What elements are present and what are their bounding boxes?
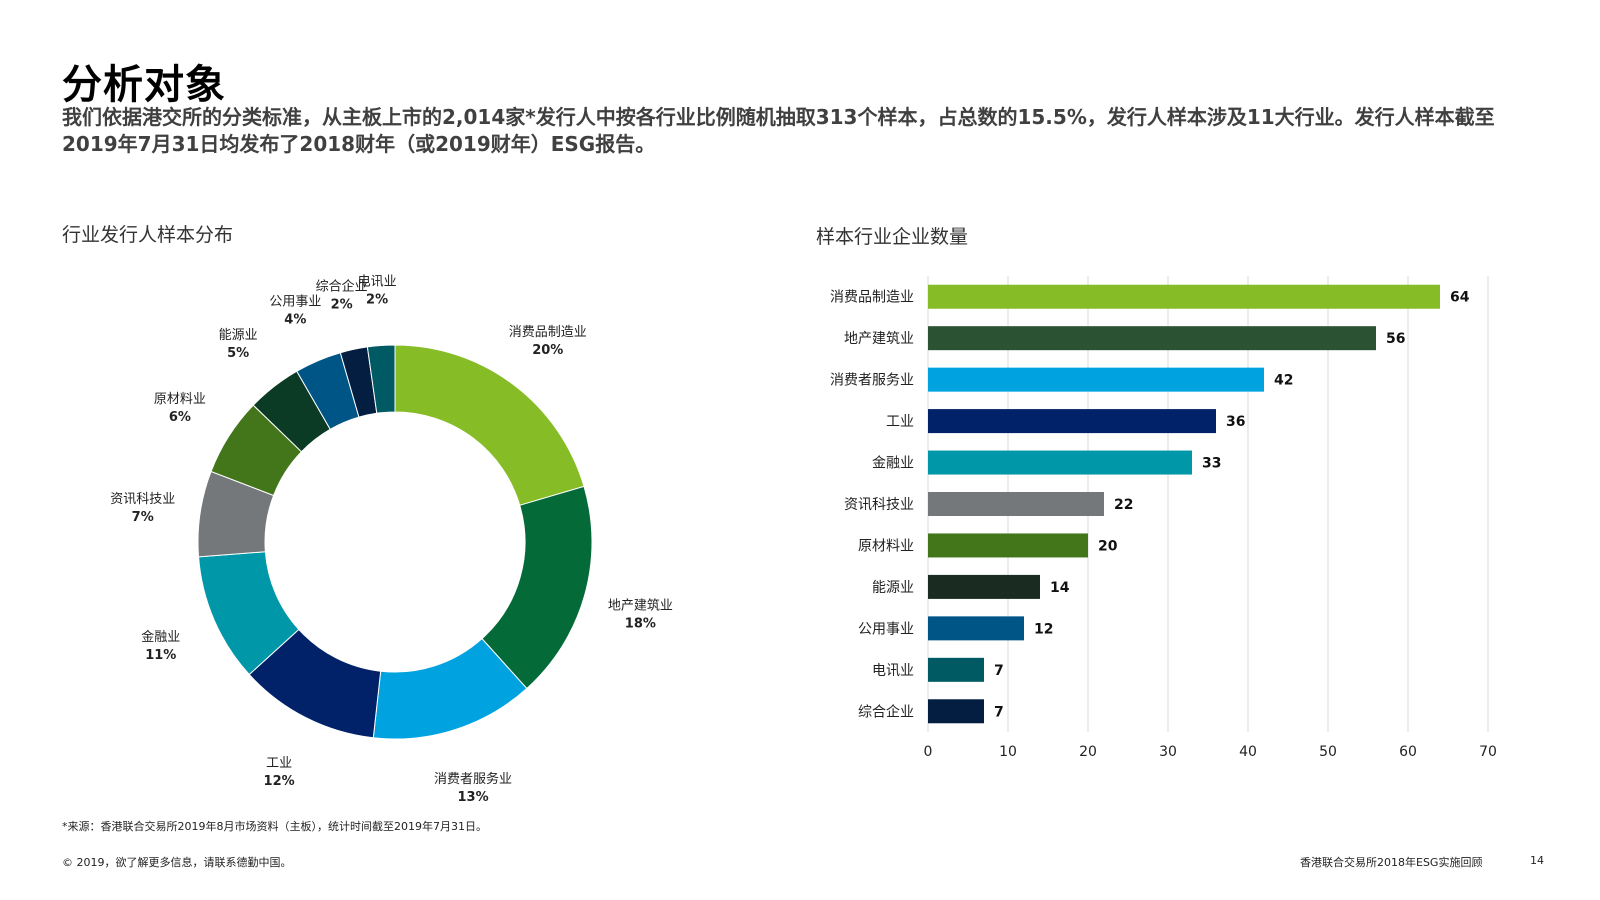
intro-text: 我们依据港交所的分类标准，从主板上市的2,014家*发行人中按各行业比例随机抽取…: [62, 105, 1495, 156]
category-label: 地产建筑业: [844, 331, 914, 347]
slice-percent: 4%: [284, 312, 306, 327]
bar-chart-title: 样本行业企业数量: [816, 226, 969, 248]
page-title: 分析对象: [62, 62, 226, 108]
bar: [928, 699, 984, 724]
slice-percent: 12%: [264, 774, 295, 789]
value-label: 22: [1114, 497, 1133, 513]
value-label: 14: [1050, 580, 1070, 596]
slice-percent: 5%: [227, 346, 249, 361]
category-label: 金融业: [872, 456, 914, 472]
x-tick-label: 70: [1479, 744, 1497, 760]
category-label: 资讯科技业: [844, 497, 914, 513]
bar: [928, 657, 984, 682]
slice-label: 消费品制造业: [509, 325, 587, 340]
value-label: 56: [1386, 331, 1405, 347]
category-label: 工业: [886, 414, 914, 430]
bar: [928, 533, 1088, 558]
slice-percent: 20%: [532, 343, 563, 358]
value-label: 42: [1274, 373, 1293, 389]
bar: [928, 326, 1376, 351]
x-tick-label: 30: [1159, 744, 1177, 760]
slice-label: 能源业: [219, 328, 258, 343]
slice-label: 电讯业: [358, 275, 397, 290]
x-tick-label: 10: [999, 744, 1017, 760]
slice-label: 地产建筑业: [608, 597, 673, 613]
page-number: 14: [1530, 854, 1544, 867]
slice-percent: 2%: [331, 298, 353, 313]
bar: [928, 367, 1264, 392]
category-label: 电讯业: [872, 663, 914, 679]
slice-label: 原材料业: [154, 392, 206, 407]
x-tick-label: 50: [1319, 744, 1337, 760]
value-label: 20: [1098, 538, 1118, 554]
value-label: 36: [1226, 414, 1245, 430]
value-label: 7: [994, 704, 1004, 720]
x-tick-label: 60: [1399, 744, 1417, 760]
donut-slice: [366, 344, 396, 414]
category-label: 消费者服务业: [830, 373, 914, 389]
category-label: 公用事业: [858, 621, 914, 637]
value-label: 64: [1450, 290, 1470, 306]
slice-label: 工业: [266, 756, 292, 771]
value-label: 12: [1034, 621, 1053, 637]
bar: [928, 492, 1104, 516]
slice-percent: 2%: [366, 293, 388, 308]
slice-label: 消费者服务业: [434, 771, 512, 787]
donut-chart-title: 行业发行人样本分布: [62, 224, 234, 246]
category-label: 能源业: [872, 580, 914, 596]
category-label: 原材料业: [858, 538, 914, 554]
copyright: © 2019，欲了解更多信息，请联系德勤中国。: [62, 856, 292, 869]
slice-percent: 13%: [458, 790, 489, 805]
x-tick-label: 0: [924, 744, 933, 760]
slice-percent: 7%: [132, 510, 154, 525]
value-label: 7: [994, 663, 1004, 679]
report-name: 香港联合交易所2018年ESG实施回顾: [1300, 856, 1483, 869]
slice-label: 综合企业: [316, 279, 368, 295]
slice-label: 资讯科技业: [110, 492, 175, 507]
bar: [928, 450, 1192, 475]
slice-label: 金融业: [141, 629, 180, 645]
value-label: 33: [1202, 456, 1221, 472]
footnote: *来源：香港联合交易所2019年8月市场资料（主板），统计时间截至2019年7月…: [62, 820, 487, 833]
x-tick-label: 40: [1239, 744, 1257, 760]
slice-percent: 11%: [145, 648, 176, 663]
x-tick-label: 20: [1079, 744, 1097, 760]
slice-percent: 18%: [625, 616, 656, 631]
category-label: 综合企业: [858, 703, 914, 720]
slice-label: 公用事业: [269, 294, 321, 309]
bar: [928, 616, 1024, 641]
category-label: 消费品制造业: [830, 290, 914, 306]
slice-percent: 6%: [169, 410, 191, 425]
bar: [928, 409, 1216, 434]
bar: [928, 574, 1040, 599]
bar: [928, 284, 1440, 309]
